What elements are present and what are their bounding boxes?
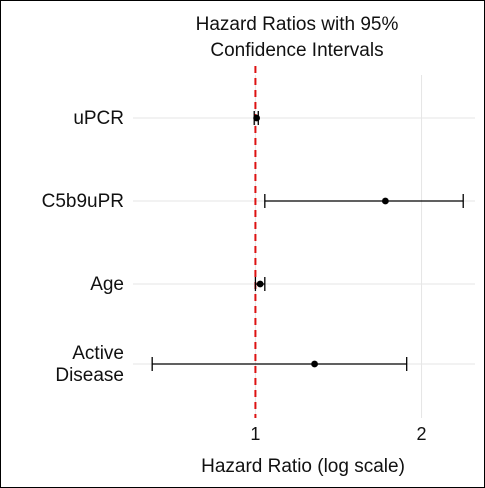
chart-title-line-2: Confidence Intervals — [210, 40, 383, 61]
estimate-marks — [151, 111, 464, 371]
x-tick-label-2: 2 — [417, 424, 427, 444]
chart-title-line-1: Hazard Ratios with 95% — [196, 14, 399, 35]
row-label-4-line-1: Active — [72, 343, 124, 364]
row-label-3: Age — [90, 274, 124, 295]
estimate-point-4 — [311, 360, 318, 368]
grid-lines — [133, 75, 475, 418]
estimate-point-1 — [253, 114, 261, 122]
estimate-point-2 — [381, 197, 389, 205]
estimate-point-3 — [256, 280, 264, 288]
row-label-2: C5b9uPR — [42, 191, 124, 212]
row-label-1: uPCR — [73, 108, 124, 129]
chart-title: Hazard Ratios with 95% Confidence Interv… — [196, 14, 399, 61]
row-label-4-line-2: Disease — [55, 365, 124, 386]
x-tick-label-1: 1 — [250, 424, 260, 444]
x-axis-label: Hazard Ratio (log scale) — [201, 456, 405, 477]
